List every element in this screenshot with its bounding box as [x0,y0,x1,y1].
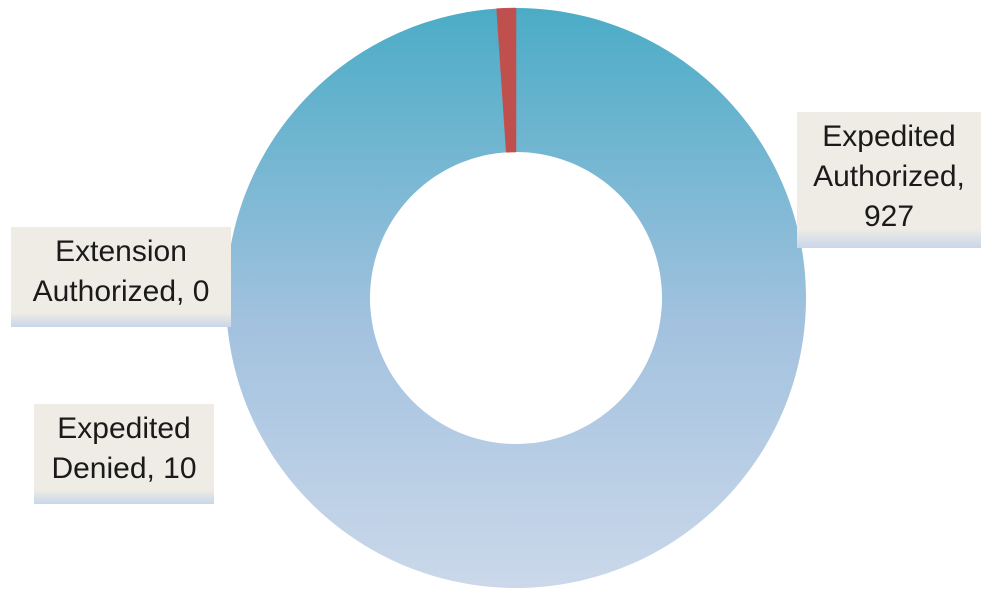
data-label-line: Authorized, [813,160,965,193]
data-label-line: Expedited [57,412,191,445]
donut-slice-expedited-authorized [225,8,807,588]
donut-slice-expedited-denied [496,7,517,153]
data-label-line: Expedited [822,120,956,153]
data-label-expedited-authorized: Expedited Authorized, 927 [797,112,981,248]
data-label-line: 927 [863,200,915,233]
data-label-line: Authorized, 0 [32,275,210,308]
data-label-line: Extension [55,235,187,268]
data-label-extension-authorized: Extension Authorized, 0 [11,227,231,327]
data-label-line: Denied, 10 [51,452,197,485]
data-label-expedited-denied: Expedited Denied, 10 [34,404,214,504]
